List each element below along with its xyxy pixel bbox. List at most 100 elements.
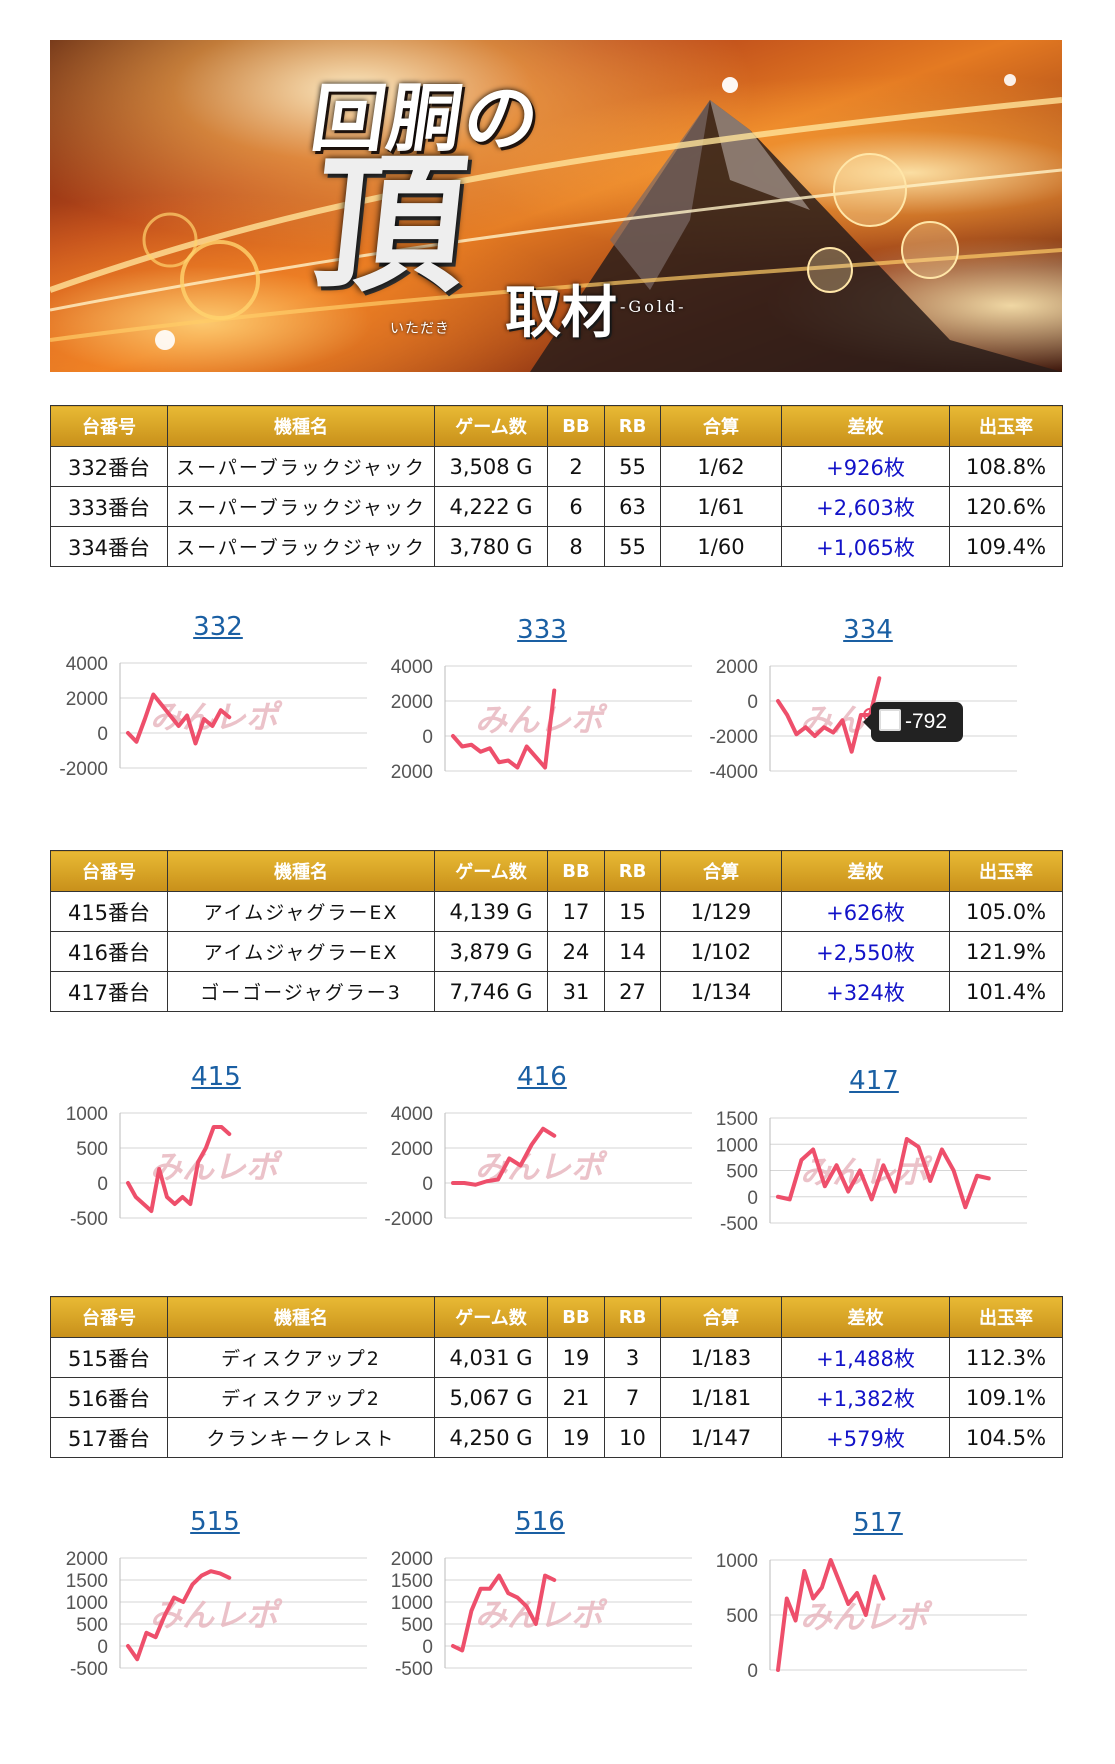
cell-bb: 21 — [547, 1377, 605, 1418]
cell-rate: 108.8% — [949, 446, 1063, 487]
header-games: ゲーム数 — [434, 1296, 548, 1338]
cell-diff: +1,488枚 — [781, 1337, 950, 1378]
header-total: 合算 — [660, 850, 782, 892]
chart-tooltip: -792 — [863, 702, 963, 742]
header-rate: 出玉率 — [949, 1296, 1063, 1338]
header-model: 機種名 — [167, 1296, 435, 1338]
cell-games: 4,222 G — [434, 486, 548, 527]
y-tick-label: 1000 — [716, 1551, 758, 1572]
banner-title-sub: 取材 — [505, 280, 617, 346]
cell-diff: +579枚 — [781, 1417, 950, 1458]
table-row: 515番台 ディスクアップ2 4,031 G 19 3 1/183 +1,488… — [50, 1337, 1063, 1378]
table-row: 334番台 スーパーブラックジャック 3,780 G 8 55 1/60 +1,… — [50, 526, 1063, 567]
chart-title-333-link[interactable]: 333 — [517, 615, 567, 645]
header-machine-no: 台番号 — [50, 850, 168, 892]
cell-diff: +324枚 — [781, 971, 950, 1012]
series-line — [126, 1569, 232, 1662]
y-tick-label: 500 — [401, 1615, 433, 1636]
chart-title-517-link[interactable]: 517 — [853, 1508, 903, 1538]
chart-title-415-link[interactable]: 415 — [191, 1062, 241, 1092]
banner: 回胴の 頂 取材 -Gold- いただき — [50, 40, 1062, 372]
cell-diff: +1,065枚 — [781, 526, 950, 567]
series-line — [776, 1558, 886, 1672]
y-tick-label: 2000 — [391, 1549, 433, 1570]
series-line — [776, 676, 882, 754]
header-diff: 差枚 — [781, 1296, 950, 1338]
cell-machine-no: 415番台 — [50, 891, 168, 932]
series-line — [126, 1125, 232, 1213]
header-total: 合算 — [660, 1296, 782, 1338]
y-tick-label: 0 — [422, 727, 433, 748]
cell-rate: 112.3% — [949, 1337, 1063, 1378]
cell-games: 4,031 G — [434, 1337, 548, 1378]
y-tick-label: 4000 — [391, 1104, 433, 1125]
cell-games: 4,139 G — [434, 891, 548, 932]
cell-rb: 15 — [604, 891, 661, 932]
y-tick-label: 500 — [76, 1615, 108, 1636]
chart-333[interactable]: 4000 2000 0 2000 みんレポ — [375, 657, 700, 783]
y-tick-label: -500 — [720, 1214, 758, 1235]
header-diff: 差枚 — [781, 405, 950, 447]
y-tick-label: 2000 — [391, 692, 433, 713]
stats-table-1: 台番号 機種名 ゲーム数 BB RB 合算 差枚 出玉率 332番台 スーパーブ… — [50, 405, 1063, 567]
banner-gold-label: -Gold- — [620, 297, 687, 316]
y-tick-label: 1500 — [391, 1571, 433, 1592]
y-tick-label: 0 — [422, 1637, 433, 1658]
chart-title-417-link[interactable]: 417 — [849, 1066, 899, 1096]
watermark-logo: みんレポ — [150, 1149, 283, 1185]
cell-diff: +1,382枚 — [781, 1377, 950, 1418]
y-tick-label: -2000 — [709, 727, 758, 748]
cell-rate: 101.4% — [949, 971, 1063, 1012]
cell-games: 3,879 G — [434, 931, 548, 972]
banner-artwork — [50, 74, 1062, 372]
cell-machine-no: 416番台 — [50, 931, 168, 972]
y-tick-label: 0 — [747, 1661, 758, 1682]
header-model: 機種名 — [167, 850, 435, 892]
series-line — [451, 1573, 557, 1653]
y-tick-label: 0 — [422, 1174, 433, 1195]
table-header-row: 台番号 機種名 ゲーム数 BB RB 合算 差枚 出玉率 — [50, 1296, 1063, 1338]
chart-title-334-link[interactable]: 334 — [843, 615, 893, 645]
chart-title-515-link[interactable]: 515 — [190, 1507, 240, 1537]
cell-total: 1/183 — [660, 1337, 782, 1378]
cell-bb: 19 — [547, 1417, 605, 1458]
table-row: 516番台 ディスクアップ2 5,067 G 21 7 1/181 +1,382… — [50, 1377, 1063, 1418]
y-tick-label: 1000 — [66, 1104, 108, 1125]
cell-total: 1/102 — [660, 931, 782, 972]
cell-machine-no: 517番台 — [50, 1417, 168, 1458]
cell-games: 7,746 G — [434, 971, 548, 1012]
chart-title-332-link[interactable]: 332 — [193, 612, 243, 642]
y-tick-label: 4000 — [66, 654, 108, 675]
cell-diff: +926枚 — [781, 446, 950, 487]
header-machine-no: 台番号 — [50, 405, 168, 447]
cell-games: 3,508 G — [434, 446, 548, 487]
chart-title-416-link[interactable]: 416 — [517, 1062, 567, 1092]
cell-bb: 8 — [547, 526, 605, 567]
header-machine-no: 台番号 — [50, 1296, 168, 1338]
y-tick-label: 1500 — [716, 1109, 758, 1130]
header-bb: BB — [547, 850, 605, 892]
y-tick-label: 1000 — [66, 1593, 108, 1614]
y-tick-label: 0 — [97, 724, 108, 745]
cell-model: ディスクアップ2 — [167, 1377, 435, 1418]
y-tick-label: 0 — [747, 1188, 758, 1209]
cell-games: 5,067 G — [434, 1377, 548, 1418]
cell-bb: 6 — [547, 486, 605, 527]
cell-total: 1/62 — [660, 446, 782, 487]
chart-title-516-link[interactable]: 516 — [515, 1507, 565, 1537]
cell-total: 1/181 — [660, 1377, 782, 1418]
chart-415[interactable]: 1000 500 0 -500 みんレポ — [50, 1104, 375, 1230]
cell-model: スーパーブラックジャック — [167, 526, 435, 567]
cell-rate: 109.1% — [949, 1377, 1063, 1418]
table-header-row: 台番号 機種名 ゲーム数 BB RB 合算 差枚 出玉率 — [50, 405, 1063, 447]
cell-model: クランキークレスト — [167, 1417, 435, 1458]
cell-total: 1/61 — [660, 486, 782, 527]
y-tick-label: 500 — [726, 1162, 758, 1183]
cell-games: 3,780 G — [434, 526, 548, 567]
